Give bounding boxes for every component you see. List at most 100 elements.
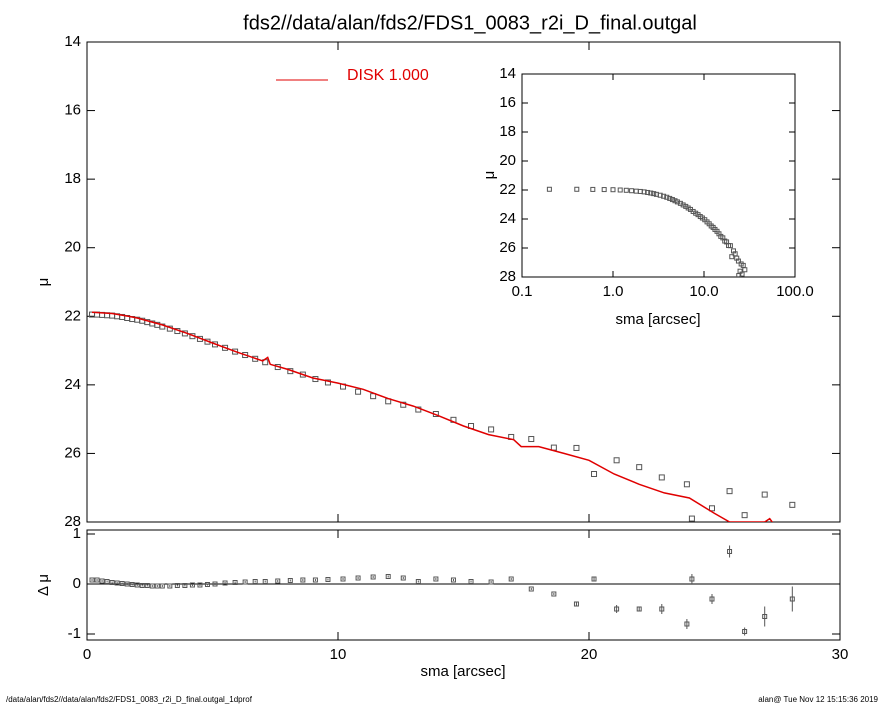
data-point (610, 187, 616, 193)
data-point (109, 580, 115, 585)
data-point (729, 254, 735, 260)
y-axis-label: μ (35, 278, 52, 287)
data-point (149, 583, 155, 589)
data-point (325, 577, 331, 582)
data-point (761, 491, 768, 498)
y-tick-label: 1 (73, 525, 81, 542)
y-tick-label: 26 (64, 444, 81, 461)
data-point (159, 323, 166, 330)
data-point (204, 582, 210, 587)
data-point (104, 579, 110, 584)
data-point (167, 583, 173, 589)
data-point (617, 187, 623, 193)
data-point (242, 579, 248, 585)
data-point (683, 481, 690, 488)
data-point (674, 199, 680, 205)
data-point (669, 197, 675, 203)
data-point (355, 388, 362, 395)
data-point (299, 371, 306, 378)
data-point (657, 192, 663, 198)
model-line (91, 311, 774, 522)
data-point (658, 474, 665, 481)
main-frame (86, 41, 841, 523)
data-point (144, 583, 150, 588)
data-point (623, 187, 629, 193)
plot-area (87, 545, 840, 636)
data-point (601, 187, 607, 193)
inset-frame (521, 73, 796, 278)
x-tick-label: 1.0 (603, 283, 624, 300)
x-tick-label: 0.1 (512, 283, 533, 300)
data-point (762, 614, 768, 619)
data-point (591, 576, 597, 582)
data-point (789, 596, 795, 602)
data-point (661, 193, 667, 199)
data-point (189, 582, 195, 588)
data-point (262, 579, 268, 584)
data-point (385, 574, 391, 579)
data-point (645, 189, 651, 195)
data-point (528, 586, 534, 592)
data-point (400, 401, 407, 408)
y-tick-label: -1 (68, 625, 81, 642)
y-tick-label: 18 (64, 170, 81, 187)
data-point (636, 606, 642, 612)
data-point (232, 580, 238, 585)
inset-x-axis-label: sma [arcsec] (615, 311, 700, 328)
data-point (400, 575, 406, 581)
y-tick-label: 28 (499, 268, 516, 285)
data-point (789, 501, 796, 508)
inset-y-axis-label: μ (481, 171, 498, 180)
y-tick-label: 16 (499, 94, 516, 111)
data-point (742, 629, 748, 634)
data-point (252, 579, 258, 584)
data-point (726, 488, 733, 495)
data-point (139, 583, 145, 588)
x-tick-label: 0 (83, 646, 91, 663)
data-point (664, 194, 670, 200)
data-point (574, 186, 580, 192)
data-point (340, 576, 346, 582)
data-point (689, 576, 695, 582)
data-point (222, 580, 228, 586)
data-point (324, 379, 331, 386)
data-point (739, 271, 745, 277)
y-tick-label: 18 (499, 123, 516, 140)
data-point (119, 581, 125, 586)
data-point (688, 515, 695, 522)
y-tick-label: 14 (64, 33, 81, 50)
data-point (197, 582, 203, 588)
data-point (287, 578, 293, 583)
data-point (124, 581, 130, 587)
data-point (735, 258, 741, 264)
footer-right: alan@ Tue Nov 12 15:15:36 2019 (758, 695, 878, 704)
data-point (89, 577, 95, 583)
data-point (667, 195, 673, 201)
data-point (182, 583, 188, 588)
data-point (573, 444, 580, 451)
data-point (741, 512, 748, 519)
y-tick-label: 14 (499, 65, 516, 82)
x-tick-label: 10 (330, 646, 347, 663)
chart-title: fds2//data/alan/fds2/FDS1_0083_r2i_D_fin… (243, 12, 697, 34)
data-point (300, 577, 306, 583)
data-point (159, 583, 165, 589)
legend-label: DISK 1.000 (347, 67, 429, 84)
y-tick-label: 26 (499, 239, 516, 256)
y-tick-label: 0 (73, 575, 81, 592)
data-point (415, 579, 421, 584)
data-point (508, 576, 514, 582)
data-point (94, 577, 100, 583)
data-point (114, 580, 120, 586)
data-point (129, 582, 135, 587)
data-point (468, 579, 474, 584)
data-point (433, 576, 439, 582)
data-point (629, 188, 635, 194)
x-tick-label: 10.0 (689, 283, 718, 300)
data-point (641, 189, 647, 195)
data-point (648, 190, 654, 196)
plot-area (546, 186, 748, 277)
data-point (488, 579, 494, 585)
data-point (614, 606, 620, 612)
